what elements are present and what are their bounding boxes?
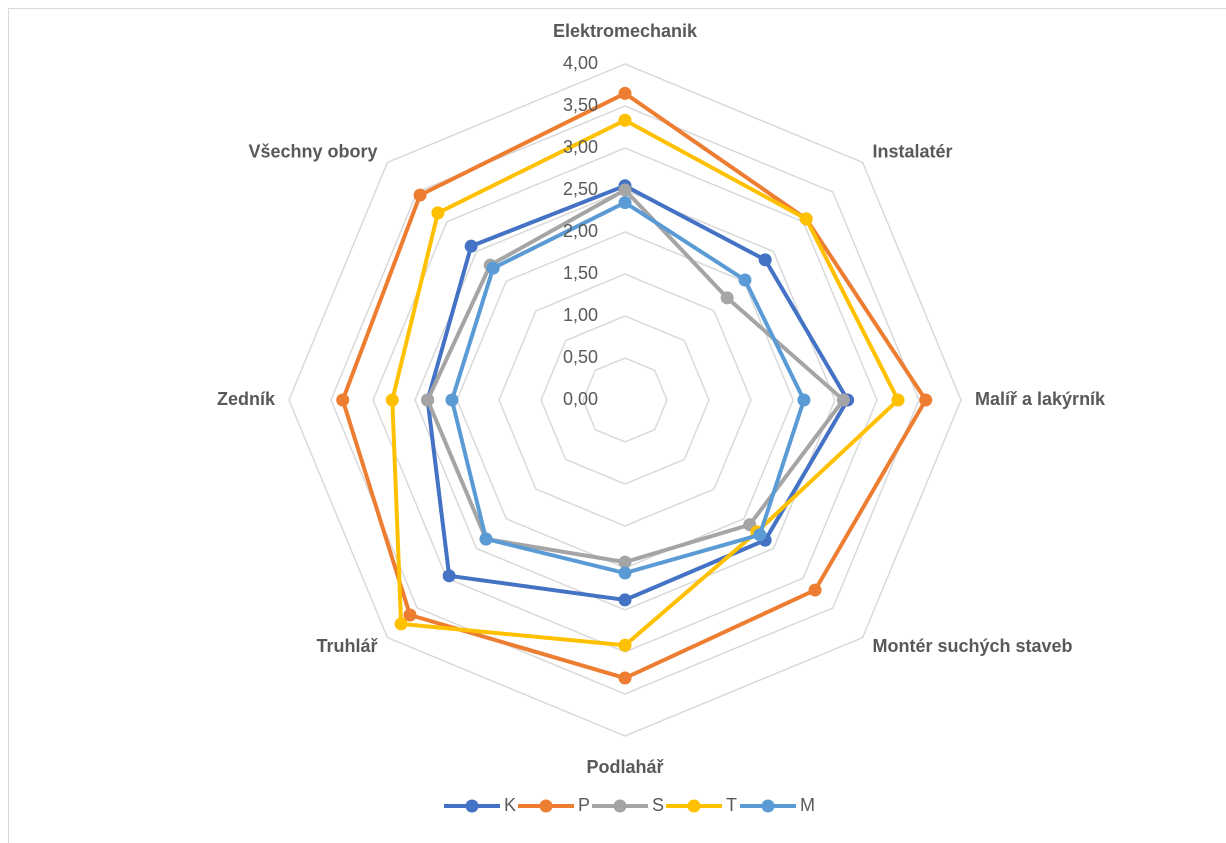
data-point — [618, 638, 632, 652]
tick-label: 2,50 — [563, 179, 598, 199]
data-point — [394, 617, 408, 631]
legend-marker — [761, 799, 775, 813]
tick-label: 4,00 — [563, 53, 598, 73]
data-point — [738, 273, 752, 287]
category-label: Všechny obory — [248, 141, 377, 161]
data-point — [336, 393, 350, 407]
data-point — [618, 196, 632, 210]
data-point — [919, 393, 933, 407]
data-point — [479, 532, 493, 546]
grid-line — [414, 189, 836, 611]
data-point — [618, 86, 632, 100]
data-point — [799, 212, 813, 226]
data-point — [385, 393, 399, 407]
data-point — [618, 113, 632, 127]
data-point — [403, 608, 417, 622]
data-point — [753, 528, 767, 542]
legend-label: M — [800, 795, 815, 815]
data-point — [891, 393, 905, 407]
data-point — [797, 393, 811, 407]
grid-line — [288, 63, 962, 737]
legend-label: S — [652, 795, 664, 815]
data-point — [618, 566, 632, 580]
data-point — [431, 206, 445, 220]
grid-line — [330, 105, 920, 695]
data-point — [445, 393, 459, 407]
category-label: Malíř a lakýrník — [975, 389, 1106, 409]
category-label: Zedník — [217, 389, 276, 409]
tick-label: 1,00 — [563, 305, 598, 325]
tick-label: 3,50 — [563, 95, 598, 115]
category-label: Elektromechanik — [553, 21, 698, 41]
grid-line — [498, 273, 752, 527]
data-point — [836, 393, 850, 407]
legend-marker — [539, 799, 553, 813]
legend-marker — [613, 799, 627, 813]
legend-label: T — [726, 795, 737, 815]
data-point — [808, 583, 822, 597]
data-point — [758, 253, 772, 267]
tick-label: 0,00 — [563, 389, 598, 409]
tick-label: 1,50 — [563, 263, 598, 283]
legend-marker — [687, 799, 701, 813]
tick-label: 2,00 — [563, 221, 598, 241]
data-point — [618, 555, 632, 569]
legend-label: K — [504, 795, 516, 815]
category-label: Truhlář — [316, 636, 377, 656]
data-point — [720, 291, 734, 305]
data-point — [442, 569, 456, 583]
grid-line — [582, 357, 668, 443]
legend-marker — [465, 799, 479, 813]
data-point — [486, 261, 500, 275]
tick-label: 3,00 — [563, 137, 598, 157]
data-point — [618, 183, 632, 197]
category-label: Instalatér — [872, 141, 952, 161]
category-label: Podlahář — [586, 757, 663, 777]
data-point — [413, 188, 427, 202]
chart-border — [8, 8, 1226, 843]
data-point — [464, 239, 478, 253]
tick-label: 0,50 — [563, 347, 598, 367]
legend-label: P — [578, 795, 590, 815]
data-point — [618, 593, 632, 607]
grid-line — [540, 315, 710, 485]
data-point — [618, 671, 632, 685]
data-point — [421, 393, 435, 407]
category-label: Montér suchých staveb — [872, 636, 1072, 656]
